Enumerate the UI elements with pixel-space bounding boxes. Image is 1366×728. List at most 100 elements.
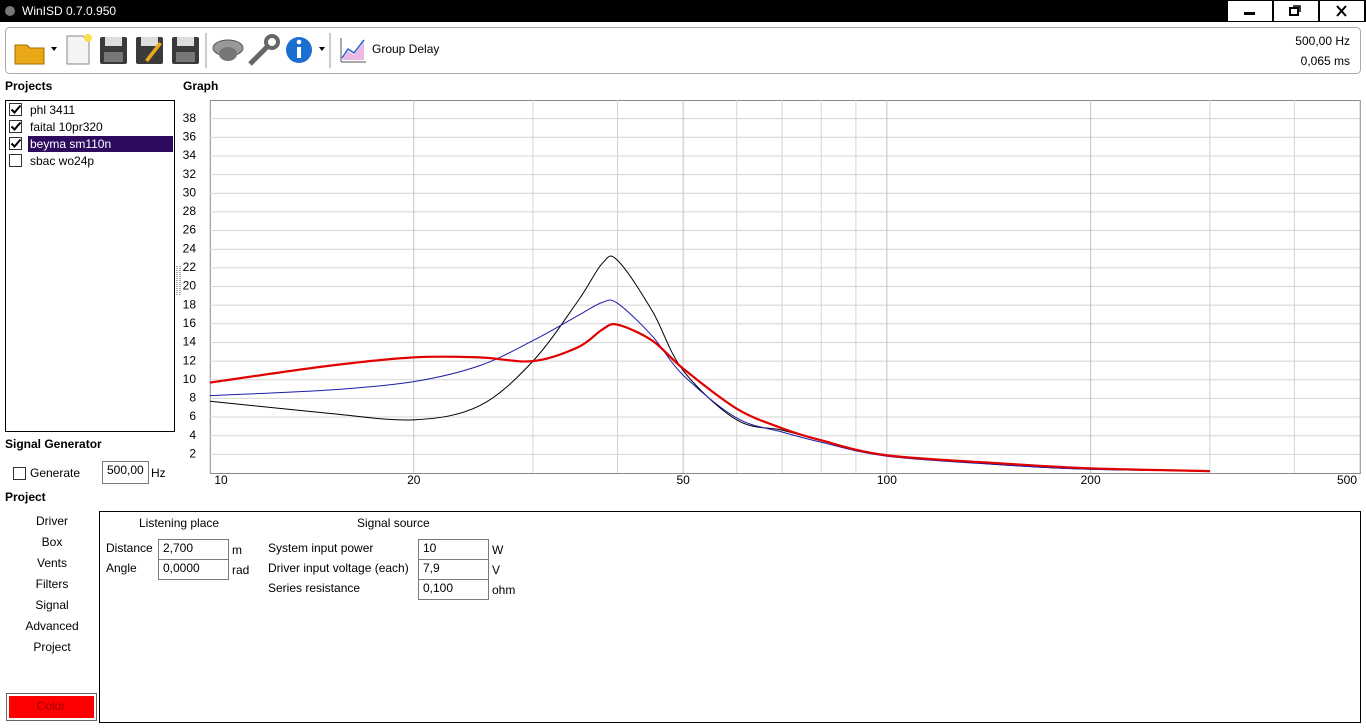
project-checkbox[interactable]: [9, 154, 22, 167]
save-as-button[interactable]: [136, 37, 163, 64]
settings-panel: [99, 511, 1361, 723]
signal-generator-title: Signal Generator: [5, 437, 102, 451]
y-tick-label: 28: [183, 204, 197, 218]
frequency-value[interactable]: 500,00: [107, 463, 144, 477]
project-tab[interactable]: Signal: [35, 598, 68, 612]
project-tab[interactable]: Project: [33, 640, 71, 654]
y-tick-label: 2: [189, 447, 196, 461]
project-tab[interactable]: Driver: [36, 514, 68, 528]
field-value[interactable]: 10: [423, 541, 437, 555]
app-icon: [5, 6, 15, 16]
x-tick-label: 200: [1081, 473, 1101, 487]
y-tick-label: 38: [183, 111, 197, 125]
field-value[interactable]: 2,700: [163, 541, 193, 555]
y-tick-label: 22: [183, 260, 197, 274]
field-value[interactable]: 0,100: [423, 581, 453, 595]
y-tick-label: 16: [183, 316, 197, 330]
x-tick-label: 20: [407, 473, 421, 487]
project-label[interactable]: faital 10pr320: [30, 120, 103, 134]
info-button[interactable]: [286, 37, 325, 63]
field-value[interactable]: 0,0000: [163, 561, 200, 575]
field-label: System input power: [268, 541, 373, 555]
field-input[interactable]: [418, 579, 489, 600]
y-tick-label: 14: [183, 335, 197, 349]
projects-items: phl 3411 faital 10pr320 beyma sm110n sbac w…: [9, 103, 173, 168]
open-button[interactable]: [14, 44, 57, 65]
field-label: Driver input voltage (each): [268, 561, 409, 575]
selected-row: [28, 136, 173, 152]
project-tab[interactable]: Filters: [36, 577, 69, 591]
cursor-frequency: 500,00 Hz: [1295, 34, 1350, 48]
y-tick-label: 36: [183, 129, 197, 143]
x-tick-label: 50: [676, 473, 690, 487]
x-tick-label: 10: [214, 473, 228, 487]
x-tick-label: 100: [877, 473, 897, 487]
frequency-input[interactable]: [102, 461, 149, 484]
check-mark: [10, 138, 22, 148]
y-tick-label: 8: [189, 391, 196, 405]
signal-source-title: Signal source: [357, 516, 430, 530]
y-tick-label: 24: [183, 241, 197, 255]
tools-button[interactable]: [248, 34, 280, 66]
toolbar: [5, 27, 1361, 74]
field-value[interactable]: 7,9: [423, 561, 440, 575]
fields: Distance 2,700 m Angle 0,0000 rad System input…: [106, 539, 515, 600]
field-unit: m: [232, 543, 242, 557]
y-tick-label: 12: [183, 353, 197, 367]
projects-list: [5, 100, 175, 432]
project-tab[interactable]: Vents: [37, 556, 67, 570]
project-label[interactable]: beyma sm110n: [30, 137, 111, 151]
field-unit: V: [492, 563, 500, 577]
field-label: Distance: [106, 541, 153, 555]
driver-button[interactable]: [212, 39, 244, 61]
close-button[interactable]: [1320, 1, 1364, 21]
window-title: WinISD 0.7.0.950: [22, 4, 116, 18]
field-label: Angle: [106, 561, 137, 575]
group-delay-label[interactable]: Group Delay: [372, 42, 439, 56]
y-tick-label: 32: [183, 167, 197, 181]
response-curve: [209, 323, 1210, 473]
restore-button[interactable]: [1274, 1, 1318, 21]
grip: [176, 266, 181, 296]
graph-title: Graph: [183, 79, 218, 93]
generate-checkbox[interactable]: [13, 467, 26, 480]
field-label: Series resistance: [268, 581, 360, 595]
color-button-label[interactable]: Color: [37, 699, 66, 713]
y-tick-label: 10: [183, 372, 197, 386]
y-tick-label: 18: [183, 297, 197, 311]
field-unit: ohm: [492, 583, 515, 597]
minimize-button[interactable]: [1228, 1, 1272, 21]
field-input[interactable]: [158, 559, 229, 580]
project-tab[interactable]: Box: [42, 535, 63, 549]
field-unit: W: [492, 543, 504, 557]
y-tick-label: 34: [183, 148, 197, 162]
y-tick-label: 20: [183, 279, 197, 293]
response-curve: [209, 299, 1210, 472]
check-mark: [10, 104, 22, 114]
generate-label[interactable]: Generate: [30, 466, 80, 480]
project-label[interactable]: sbac wo24p: [30, 154, 94, 168]
check-mark: [10, 121, 22, 131]
color-button[interactable]: Color: [6, 693, 97, 721]
project-tabs: Driver Box Vents Filters Signal Advanced Proje…: [25, 514, 78, 654]
x-tick-label: 500: [1337, 473, 1357, 487]
listening-place-title: Listening place: [139, 516, 219, 530]
frequency-unit: Hz: [151, 466, 166, 480]
project-title: Project: [5, 490, 46, 504]
cursor-value: 0,065 ms: [1301, 54, 1350, 68]
save-button[interactable]: [100, 37, 127, 64]
title-bar: [0, 0, 1366, 22]
y-tick-label: 4: [189, 428, 196, 442]
field-unit: rad: [232, 563, 249, 577]
new-button[interactable]: [66, 34, 92, 65]
project-tab[interactable]: Advanced: [25, 619, 78, 633]
y-tick-label: 6: [189, 409, 196, 423]
group-delay-button[interactable]: Group Delay: [340, 38, 439, 63]
project-label[interactable]: phl 3411: [30, 103, 75, 117]
projects-title: Projects: [5, 79, 53, 93]
save-all-button[interactable]: [172, 37, 199, 64]
y-tick-label: 26: [183, 223, 197, 237]
